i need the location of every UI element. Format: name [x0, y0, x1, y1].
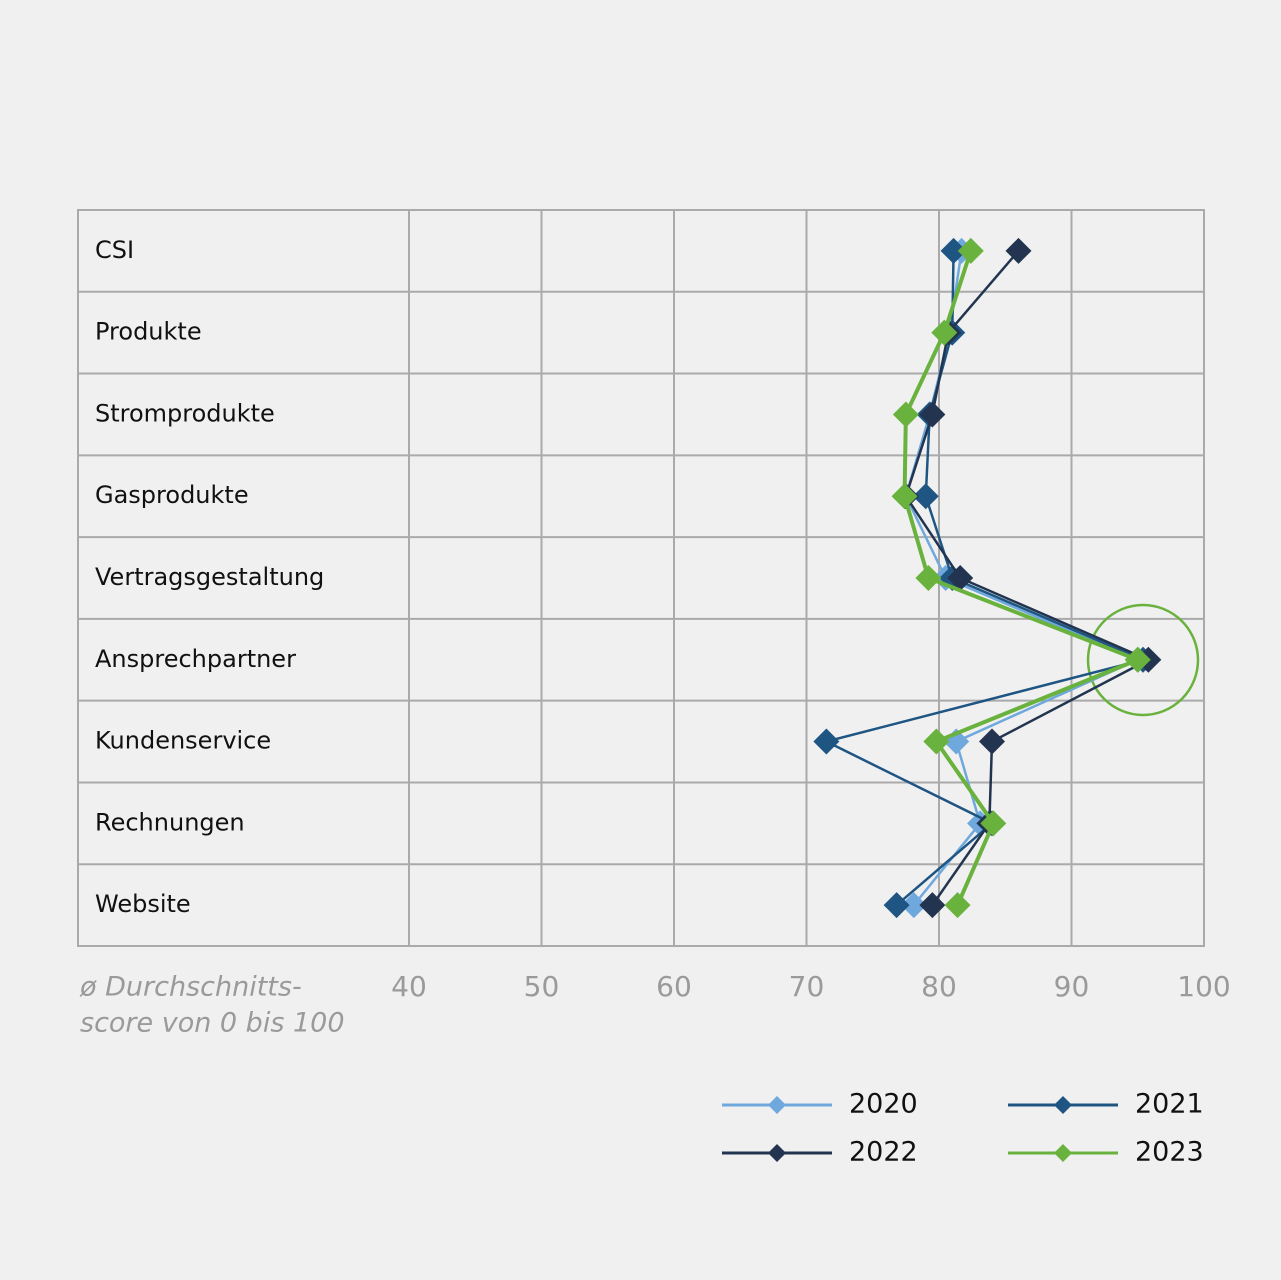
category-label: Stromprodukte: [95, 399, 275, 427]
data-point: [980, 810, 1007, 837]
x-tick-label: 40: [391, 970, 427, 1003]
x-tick-label: 100: [1177, 970, 1230, 1003]
legend-marker: [1054, 1144, 1072, 1162]
data-point: [891, 483, 918, 510]
legend-label: 2023: [1135, 1137, 1204, 1168]
data-point: [940, 237, 967, 264]
data-point: [915, 565, 942, 591]
category-label: Website: [95, 890, 191, 918]
x-tick-label: 80: [921, 970, 957, 1003]
data-point: [912, 483, 939, 510]
category-label: Rechnungen: [95, 808, 245, 836]
category-label: Gasprodukte: [95, 481, 249, 509]
legend-label: 2022: [849, 1137, 918, 1168]
data-point: [944, 892, 971, 919]
data-point: [900, 892, 927, 919]
category-label: Kundenservice: [95, 727, 271, 755]
category-label: Ansprechpartner: [95, 645, 296, 673]
series-line: [822, 250, 1147, 907]
data-point: [883, 892, 910, 919]
x-tick-label: 90: [1054, 970, 1090, 1003]
highlight-circle: [1086, 603, 1200, 717]
x-axis-label: score von 0 bis 100: [80, 1008, 345, 1039]
data-point: [1005, 237, 1032, 264]
data-point: [947, 565, 974, 591]
data-point: [1124, 646, 1151, 673]
data-point: [957, 237, 984, 264]
category-label: Produkte: [95, 318, 202, 346]
x-tick-label: 60: [656, 970, 692, 1003]
data-point: [892, 401, 919, 428]
x-tick-label: 50: [524, 970, 560, 1003]
category-label: CSI: [95, 236, 134, 264]
data-point: [813, 728, 840, 755]
legend-marker: [1054, 1096, 1072, 1114]
legend-label: 2020: [849, 1089, 918, 1120]
data-point: [931, 319, 958, 346]
x-tick-label: 70: [789, 970, 825, 1003]
legend-label: 2021: [1135, 1089, 1204, 1120]
legend-marker: [768, 1144, 786, 1162]
category-label: Vertragsgestaltung: [95, 563, 324, 591]
data-point: [979, 728, 1005, 755]
data-point: [923, 728, 950, 755]
data-point: [919, 892, 946, 919]
legend-marker: [768, 1096, 786, 1114]
data-point: [919, 401, 946, 428]
x-axis-label: ø Durchschnitts-: [79, 972, 302, 1003]
